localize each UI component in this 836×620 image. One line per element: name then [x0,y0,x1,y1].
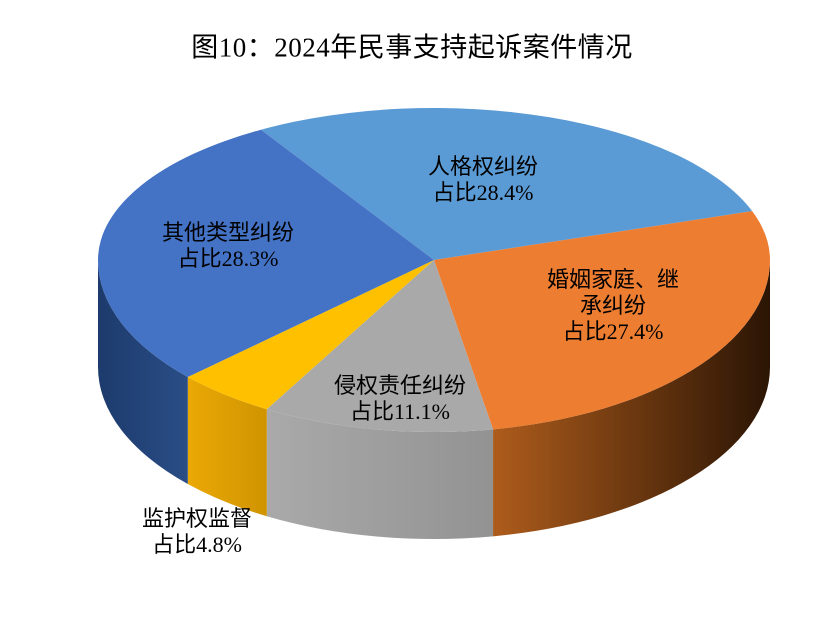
slice-label-line: 占比28.4% [432,180,534,205]
pie-rim-1 [493,260,770,537]
slice-label-line: 其他类型纠纷 [161,220,295,245]
slice-label-line: 婚姻家庭、继 [546,267,680,292]
slice-label-2: 侵权责任纠纷 占比11.1% [334,373,466,425]
slice-label-0: 人格权纠纷 占比28.4% [428,154,538,206]
slice-label-1: 婚姻家庭、继 承纠纷 占比27.4% [547,267,679,345]
pie-slice-3 [187,260,434,410]
slice-label-line: 监护权监督 [141,506,253,531]
slice-label-line: 侵权责任纠纷 [333,373,467,398]
pie-slice-0 [260,108,753,260]
slice-label-line: 承纠纷 [579,293,647,318]
slice-label-line: 占比4.8% [152,532,242,557]
pie-rim-2 [266,409,494,539]
slice-label-4: 其他类型纠纷 占比28.3% [162,220,294,272]
slice-label-3: 监护权监督 占比4.8% [142,506,252,558]
pie-slice-1 [434,211,770,430]
pie-rim-3 [187,377,267,517]
chart-title: 图10：2024年民事支持起诉案件情况 [191,32,633,63]
slice-label-line: 占比27.4% [562,319,664,344]
pie-slice-2 [266,260,494,432]
slice-label-line: 占比28.3% [177,246,279,271]
slice-label-line: 占比11.1% [349,399,451,424]
pie-rim-4 [98,260,188,485]
pie-slice-4 [98,129,434,378]
slice-label-line: 人格权纠纷 [427,154,539,179]
